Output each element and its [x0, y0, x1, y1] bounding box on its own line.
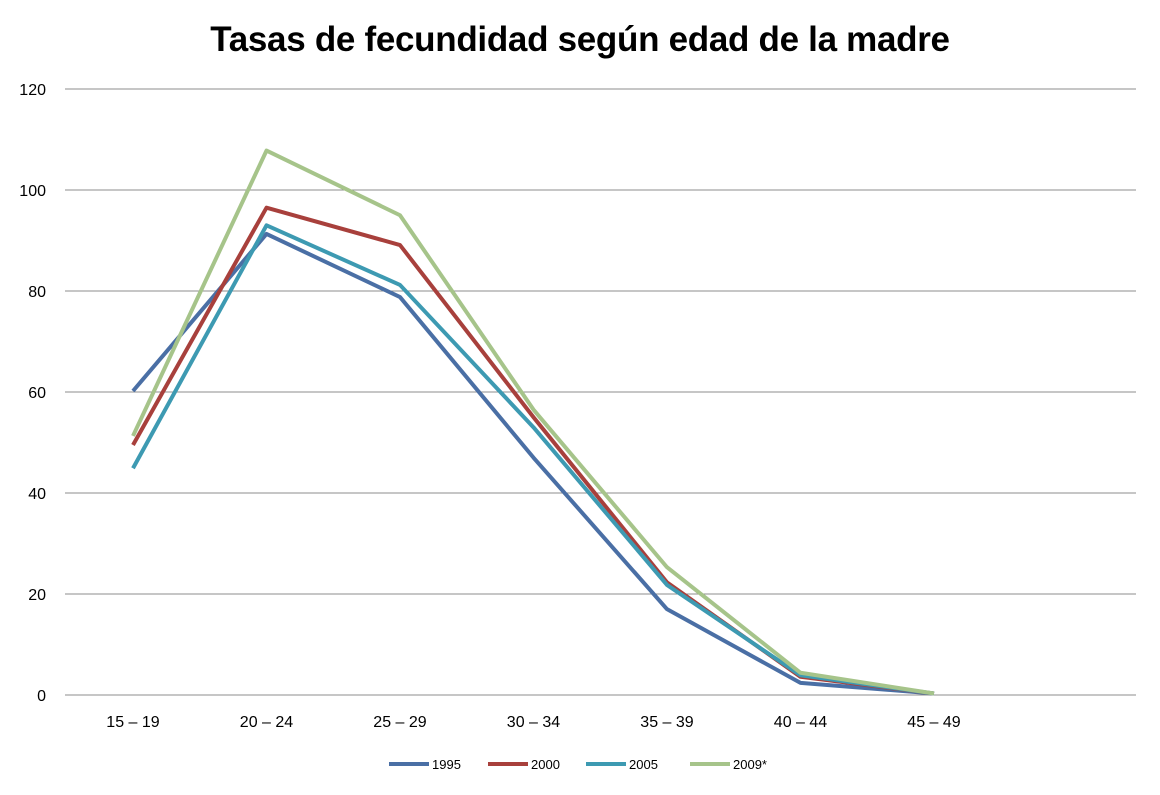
y-tick-label: 20 [28, 587, 46, 604]
legend: 1995 2000 2005 2009* [389, 757, 767, 772]
y-tick-label: 120 [19, 82, 46, 99]
chart-title: Tasas de fecundidad según edad de la mad… [210, 20, 950, 59]
x-tick-label: 40 – 44 [774, 714, 827, 731]
y-tick-label: 0 [37, 688, 46, 705]
y-axis-ticks: 0 20 40 60 80 100 120 [19, 82, 46, 705]
y-tick-label: 40 [28, 486, 46, 503]
x-tick-label: 25 – 29 [373, 714, 426, 731]
gridlines [65, 88, 1136, 696]
series-line-1995 [131, 231, 935, 696]
x-axis-ticks: 15 – 19 20 – 24 25 – 29 30 – 34 35 – 39 40 – … [106, 714, 960, 731]
legend-label: 2000 [531, 757, 560, 772]
y-tick-label: 100 [19, 183, 46, 200]
x-tick-label: 45 – 49 [907, 714, 960, 731]
y-tick-label: 60 [28, 385, 46, 402]
series-lines [131, 148, 935, 696]
series-line-2000 [131, 205, 935, 696]
series-line-2005 [131, 223, 935, 696]
series-line-2009 [131, 148, 935, 696]
y-tick-label: 80 [28, 284, 46, 301]
x-tick-label: 20 – 24 [240, 714, 293, 731]
legend-label: 2009* [733, 757, 767, 772]
x-tick-label: 15 – 19 [106, 714, 159, 731]
legend-label: 2005 [629, 757, 658, 772]
x-tick-label: 35 – 39 [640, 714, 693, 731]
legend-label: 1995 [432, 757, 461, 772]
x-tick-label: 30 – 34 [507, 714, 560, 731]
